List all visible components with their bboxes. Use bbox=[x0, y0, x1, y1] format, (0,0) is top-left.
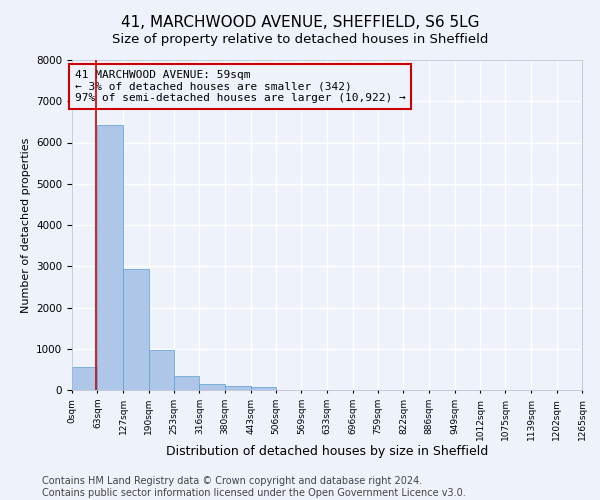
Text: Contains HM Land Registry data © Crown copyright and database right 2024.
Contai: Contains HM Land Registry data © Crown c… bbox=[42, 476, 466, 498]
Bar bbox=[123, 269, 149, 390]
Bar bbox=[225, 386, 251, 390]
Text: 41, MARCHWOOD AVENUE, SHEFFIELD, S6 5LG: 41, MARCHWOOD AVENUE, SHEFFIELD, S6 5LG bbox=[121, 15, 479, 30]
Bar bbox=[251, 388, 276, 390]
Bar bbox=[199, 384, 225, 390]
Bar bbox=[72, 368, 97, 390]
Y-axis label: Number of detached properties: Number of detached properties bbox=[20, 138, 31, 312]
Bar bbox=[149, 350, 174, 390]
Text: 41 MARCHWOOD AVENUE: 59sqm
← 3% of detached houses are smaller (342)
97% of semi: 41 MARCHWOOD AVENUE: 59sqm ← 3% of detac… bbox=[74, 70, 406, 103]
X-axis label: Distribution of detached houses by size in Sheffield: Distribution of detached houses by size … bbox=[166, 446, 488, 458]
Bar bbox=[97, 125, 123, 390]
Bar bbox=[174, 376, 199, 390]
Text: Size of property relative to detached houses in Sheffield: Size of property relative to detached ho… bbox=[112, 32, 488, 46]
